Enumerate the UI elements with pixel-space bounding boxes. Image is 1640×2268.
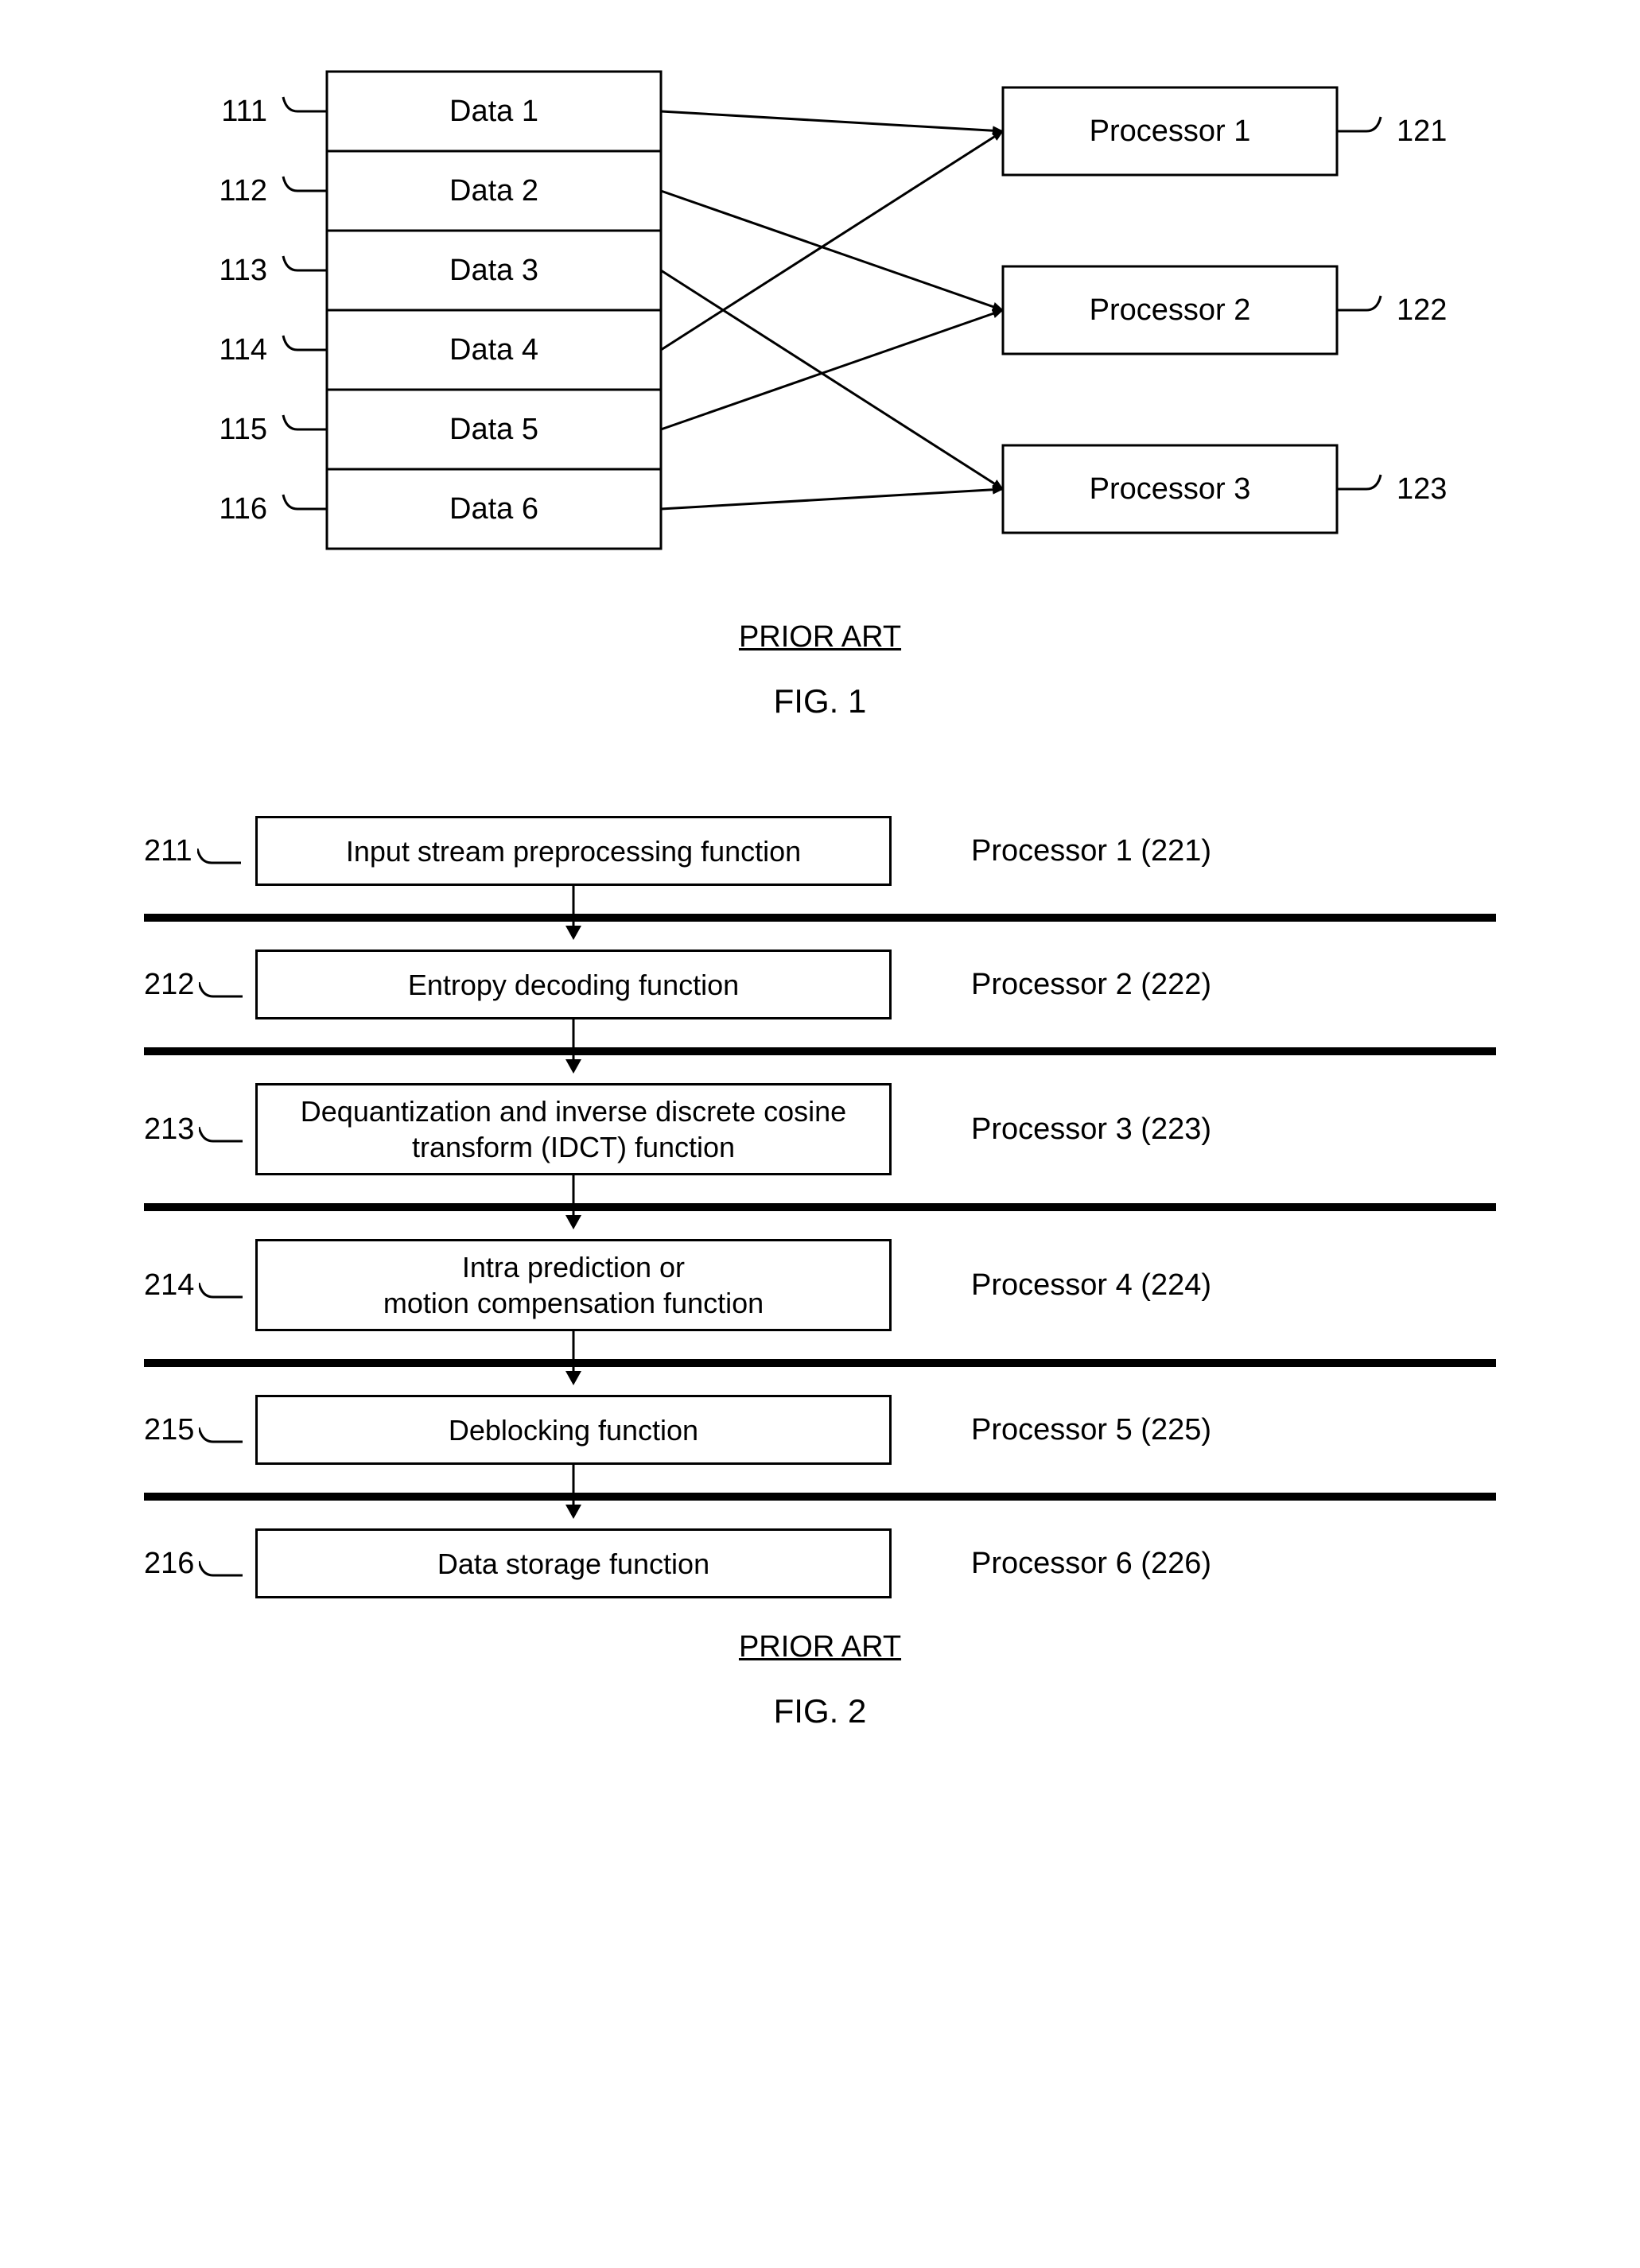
processor-ref: 123 xyxy=(1397,472,1447,506)
flow-step: 212 Entropy decoding function Processor … xyxy=(144,950,1496,1019)
figure-1-prior-art: PRIOR ART xyxy=(32,620,1608,654)
flow-step-processor: Processor 4 (224) xyxy=(971,1268,1211,1303)
data-cell-label: Data 3 xyxy=(449,254,538,287)
flow-step-box: Entropy decoding function xyxy=(255,950,892,1019)
flow-step-ref: 216 xyxy=(144,1547,255,1581)
processor-ref: 122 xyxy=(1397,293,1447,327)
flow-step-box: Deblocking function xyxy=(255,1395,892,1465)
figure-2-prior-art: PRIOR ART xyxy=(32,1630,1608,1664)
figure-2: 211 Input stream preprocessing function … xyxy=(32,816,1608,1730)
flow-connector xyxy=(144,886,1496,950)
flow-connector xyxy=(144,1175,1496,1239)
data-cell-label: Data 6 xyxy=(449,492,538,526)
flow-step-processor: Processor 3 (223) xyxy=(971,1113,1211,1147)
data-cell-ref: 111 xyxy=(221,95,267,128)
data-cell-label: Data 2 xyxy=(449,174,538,208)
data-cell-label: Data 1 xyxy=(449,95,538,128)
processor-label: Processor 2 xyxy=(1090,293,1251,327)
flow-step: 214 Intra prediction ormotion compensati… xyxy=(144,1239,1496,1331)
flow-step: 211 Input stream preprocessing function … xyxy=(144,816,1496,886)
flow-step-ref: 211 xyxy=(144,834,255,868)
flow-step-ref: 215 xyxy=(144,1413,255,1447)
data-cell-ref: 116 xyxy=(219,492,267,526)
flow-step-ref: 213 xyxy=(144,1113,255,1147)
data-cell-ref: 114 xyxy=(219,333,267,367)
flow-step-processor: Processor 6 (226) xyxy=(971,1547,1211,1581)
flow-step-processor: Processor 2 (222) xyxy=(971,968,1211,1002)
flow-connector xyxy=(144,1465,1496,1528)
flow-step-processor: Processor 5 (225) xyxy=(971,1413,1211,1447)
flow-step-box: Intra prediction ormotion compensation f… xyxy=(255,1239,892,1331)
flow-step-box: Input stream preprocessing function xyxy=(255,816,892,886)
data-cell-label: Data 4 xyxy=(449,333,538,367)
flow-step: 215 Deblocking function Processor 5 (225… xyxy=(144,1395,1496,1465)
flow-connector xyxy=(144,1331,1496,1395)
flow-step-ref: 212 xyxy=(144,968,255,1002)
processor-label: Processor 3 xyxy=(1090,472,1251,506)
data-cell-ref: 112 xyxy=(219,174,267,208)
flow-step-processor: Processor 1 (221) xyxy=(971,834,1211,868)
flow-step-box: Data storage function xyxy=(255,1528,892,1598)
processor-label: Processor 1 xyxy=(1090,115,1251,148)
flow-step-box: Dequantization and inverse discrete cosi… xyxy=(255,1083,892,1175)
figure-1-caption: FIG. 1 xyxy=(32,682,1608,720)
data-cell-label: Data 5 xyxy=(449,413,538,446)
data-cell-ref: 113 xyxy=(219,254,267,287)
processor-ref: 121 xyxy=(1397,115,1447,148)
figure-1: Data 1 111 Data 2 112 Data 3 113 Data 4 114 Data… xyxy=(32,48,1608,720)
flow-step: 216 Data storage function Processor 6 (2… xyxy=(144,1528,1496,1598)
flow-connector xyxy=(144,1019,1496,1083)
data-cell-ref: 115 xyxy=(219,413,267,446)
figure-2-caption: FIG. 2 xyxy=(32,1692,1608,1730)
figure-1-svg: Data 1 111 Data 2 112 Data 3 113 Data 4 114 Data… xyxy=(144,48,1496,588)
flow-step: 213 Dequantization and inverse discrete … xyxy=(144,1083,1496,1175)
flow-step-ref: 214 xyxy=(144,1268,255,1303)
